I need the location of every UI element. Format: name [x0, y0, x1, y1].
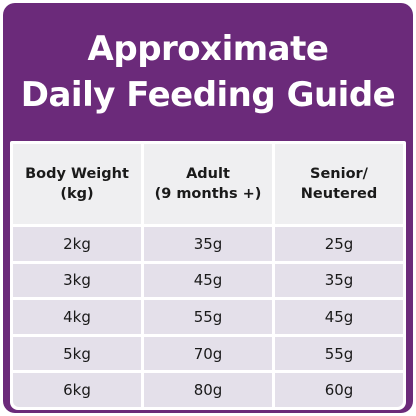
table-header-row: Body Weight (kg) Adult (9 months +) Seni…: [13, 144, 403, 224]
table-row: 3kg 45g 35g: [13, 263, 403, 298]
cell-senior: 60g: [275, 373, 403, 407]
cell-adult: 80g: [144, 373, 272, 407]
table-row: 2kg 35g 25g: [13, 227, 403, 261]
header-label: Adult: [186, 166, 230, 182]
feeding-guide-frame: Approximate Daily Feeding Guide Body Wei…: [3, 3, 413, 413]
cell-adult: 70g: [144, 336, 272, 371]
table-row: 4kg 55g 45g: [13, 300, 403, 334]
cell-senior: 45g: [275, 300, 403, 334]
cell-body-weight: 3kg: [13, 263, 141, 298]
header-label: Body Weight: [25, 166, 129, 182]
cell-senior: 25g: [275, 227, 403, 261]
header-sublabel: Neutered: [300, 186, 378, 202]
page-title: Approximate Daily Feeding Guide: [3, 3, 413, 141]
title-line-1: Approximate: [87, 29, 329, 69]
header-sublabel: (9 months +): [154, 186, 262, 202]
cell-body-weight: 5kg: [13, 336, 141, 371]
cell-senior: 35g: [275, 263, 403, 298]
feeding-table-container: Body Weight (kg) Adult (9 months +) Seni…: [10, 141, 406, 410]
cell-body-weight: 6kg: [13, 373, 141, 407]
header-body-weight: Body Weight (kg): [13, 144, 141, 224]
cell-adult: 45g: [144, 263, 272, 298]
feeding-table: Body Weight (kg) Adult (9 months +) Seni…: [10, 141, 406, 410]
cell-body-weight: 2kg: [13, 227, 141, 261]
cell-body-weight: 4kg: [13, 300, 141, 334]
header-sublabel: (kg): [60, 186, 94, 202]
header-label: Senior/: [310, 166, 368, 182]
cell-adult: 55g: [144, 300, 272, 334]
table-row: 6kg 80g 60g: [13, 373, 403, 407]
cell-adult: 35g: [144, 227, 272, 261]
title-line-2: Daily Feeding Guide: [20, 75, 396, 115]
table-row: 5kg 70g 55g: [13, 336, 403, 371]
cell-senior: 55g: [275, 336, 403, 371]
header-senior-neutered: Senior/ Neutered: [275, 144, 403, 224]
header-adult: Adult (9 months +): [144, 144, 272, 224]
